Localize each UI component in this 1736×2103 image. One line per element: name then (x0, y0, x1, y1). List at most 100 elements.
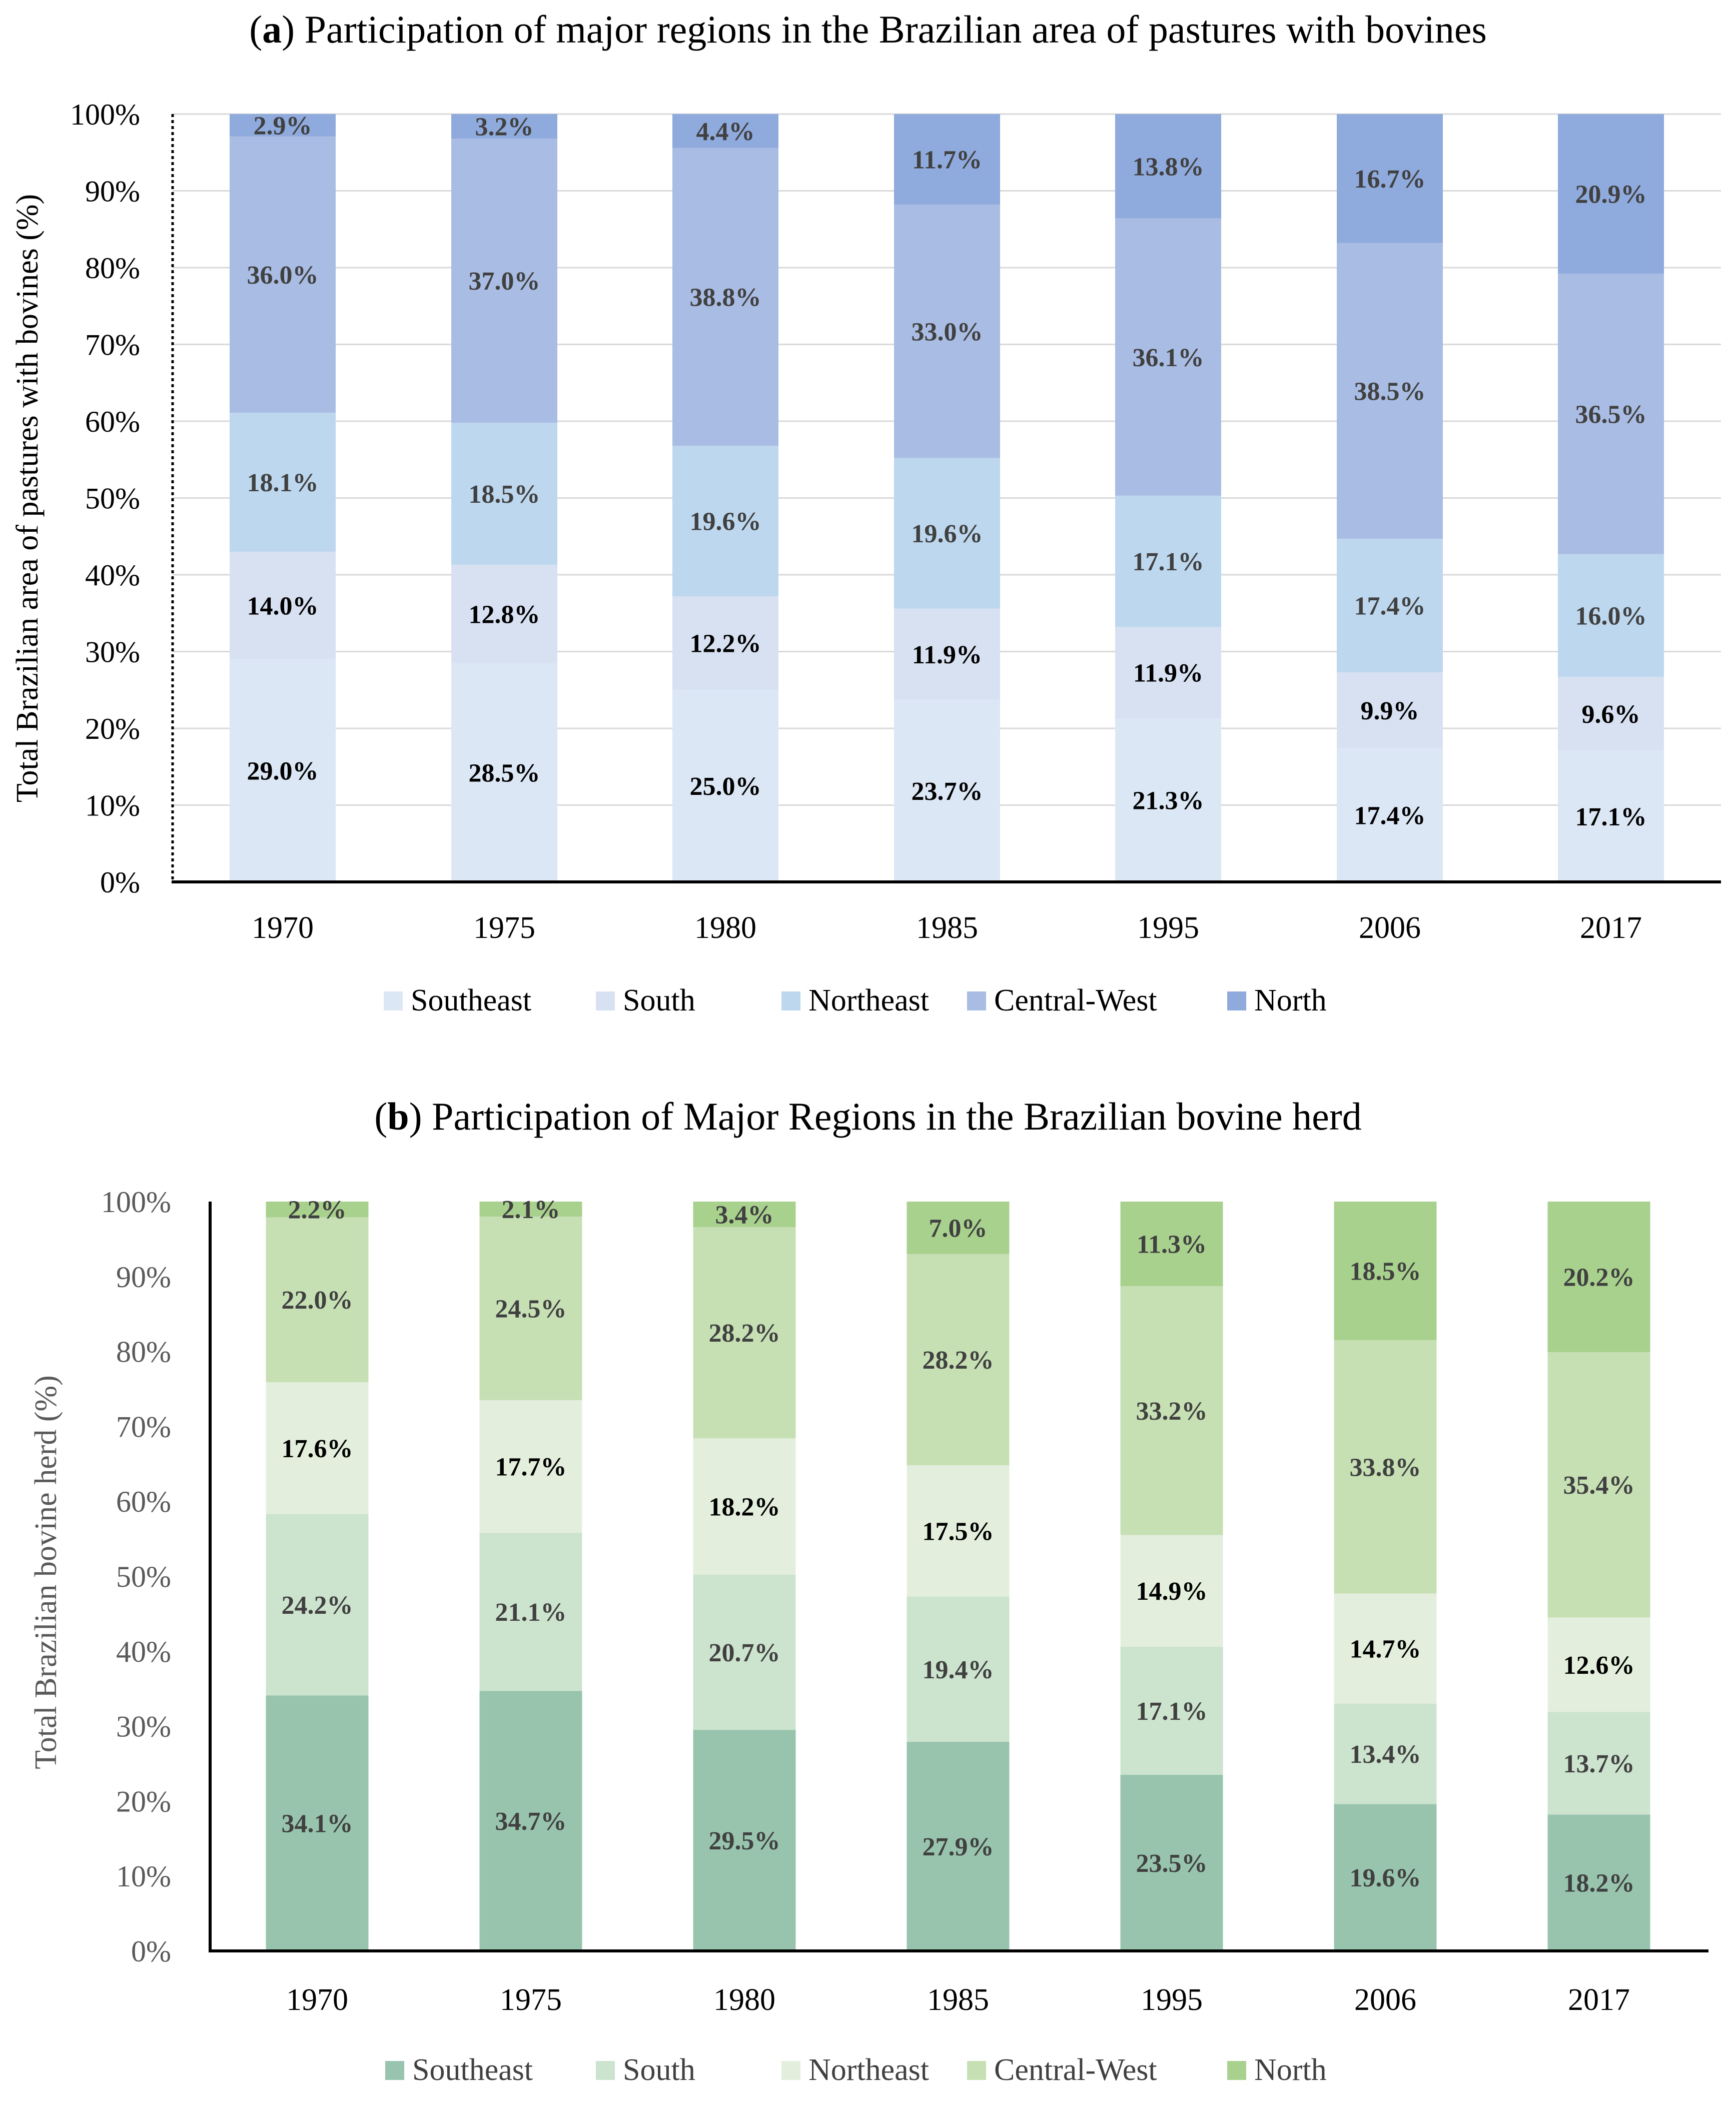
chart-b-bar-north-1980 (693, 1202, 796, 1227)
chart-b-x-tick-label: 1970 (286, 1983, 348, 2017)
chart-b-data-label-south-1995: 17.1% (1136, 1697, 1208, 1726)
chart-b-data-label-south-1970: 24.2% (282, 1591, 353, 1620)
chart-b-data-label-northeast-2017: 12.6% (1563, 1651, 1635, 1680)
chart-a-data-label-northeast-1975: 18.5% (469, 480, 540, 509)
chart-a-bar-central-west-1975 (451, 139, 557, 423)
chart-a-bar-south-1970 (230, 551, 336, 659)
chart-b-legend-swatch-northeast (781, 2061, 800, 2080)
chart-b-bar-north-2006 (1334, 1202, 1437, 1341)
chart-a-data-label-northeast-1970: 18.1% (247, 469, 319, 497)
chart-b-y-tick-label: 90% (116, 1261, 171, 1294)
chart-a-data-label-southeast-1970: 29.0% (247, 757, 319, 785)
chart-a-bar-southeast-1975 (451, 663, 557, 882)
chart-a-data-label-northeast-2006: 17.4% (1354, 592, 1426, 620)
chart-a-bar-northeast-1975 (451, 423, 557, 565)
chart-a-bar-south-1980 (672, 596, 778, 690)
chart-a-y-tick-label: 40% (85, 559, 140, 592)
chart-a-data-label-south-1970: 14.0% (247, 592, 319, 620)
chart-a-data-label-southeast-1980: 25.0% (690, 772, 761, 801)
chart-a-legend-swatch-central-west (967, 991, 986, 1010)
chart-b-data-label-northeast-1995: 14.9% (1136, 1577, 1208, 1606)
chart-b-bar-south-2006 (1334, 1703, 1437, 1804)
chart-b-y-tick-label: 60% (116, 1485, 171, 1518)
chart-a-data-label-north-2017: 20.9% (1575, 181, 1647, 209)
chart-a-bar-southeast-1995 (1115, 718, 1221, 882)
chart-b-bar-northeast-2017 (1547, 1617, 1650, 1712)
chart-a-y-tick-label: 50% (85, 482, 140, 515)
chart-a-data-label-southeast-1985: 23.7% (912, 777, 983, 806)
chart-a-bar-south-2017 (1558, 677, 1664, 751)
chart-b-bar-south-1970 (266, 1514, 369, 1696)
chart-a-legend-swatch-southeast (384, 991, 403, 1010)
chart-a-data-label-north-1985: 11.7% (912, 146, 982, 175)
chart-a-y-tick-label: 80% (85, 252, 140, 285)
chart-a-bar-central-west-1970 (230, 136, 336, 413)
chart-a-data-label-northeast-1980: 19.6% (690, 508, 761, 536)
chart-b-bar-south-1975 (479, 1533, 582, 1691)
chart-a-bar-south-2006 (1337, 672, 1443, 748)
chart-b-data-label-north-2006: 18.5% (1350, 1258, 1421, 1286)
chart-b-data-label-central-west-1980: 28.2% (709, 1319, 780, 1348)
chart-b-bar-northeast-2006 (1334, 1593, 1437, 1704)
chart-b-data-label-central-west-2006: 33.8% (1350, 1453, 1421, 1482)
chart-a-data-label-south-1995: 11.9% (1133, 659, 1203, 688)
chart-b-y-tick-label: 100% (101, 1186, 171, 1219)
chart-a-bar-northeast-1980 (672, 446, 778, 596)
chart-b-legend-label-northeast: Northeast (808, 2053, 929, 2087)
chart-b-x-tick-label: 2017 (1568, 1983, 1630, 2017)
chart-b-legend-swatch-southeast (385, 2061, 404, 2080)
chart-a-legend-swatch-south (596, 991, 615, 1010)
chart-a-data-label-southeast-1975: 28.5% (469, 759, 540, 787)
chart-a-data-label-south-1985: 11.9% (912, 641, 982, 669)
chart-b-data-label-southeast-1975: 34.7% (495, 1807, 567, 1836)
chart-a-data-label-north-1975: 3.2% (475, 113, 534, 142)
chart-b-bar-north-1975 (479, 1202, 582, 1217)
chart-b-bar-central-west-1985 (907, 1254, 1010, 1466)
chart-a-bar-northeast-2006 (1337, 538, 1443, 672)
chart-b-bar-northeast-1985 (907, 1465, 1010, 1597)
chart-a-legend-label-southeast: Southeast (411, 983, 531, 1017)
chart-b-data-label-southeast-2006: 19.6% (1350, 1864, 1421, 1892)
chart-a-data-label-central-west-1975: 37.0% (469, 267, 540, 296)
chart-a-bar-north-1980 (672, 114, 778, 148)
chart-b-x-tick-label: 1985 (927, 1983, 989, 2017)
chart-b-y-tick-label: 70% (116, 1410, 171, 1443)
chart-a-bar-northeast-1970 (230, 413, 336, 552)
chart-b-data-label-central-west-1985: 28.2% (923, 1346, 994, 1375)
chart-b-x-tick-label: 2006 (1354, 1983, 1416, 2017)
chart-a-bar-southeast-1980 (672, 690, 778, 882)
chart-b-title: (b) Participation of Major Regions in th… (374, 1095, 1361, 1138)
chart-b-legend-swatch-south (596, 2061, 615, 2080)
chart-b-bar-southeast-1970 (266, 1695, 369, 1951)
chart-b-data-label-central-west-1975: 24.5% (495, 1295, 567, 1323)
chart-b-legend-label-north: North (1254, 2053, 1327, 2087)
chart-b-x-tick-label: 1980 (713, 1983, 775, 2017)
chart-a-data-label-north-1995: 13.8% (1133, 153, 1204, 181)
chart-a-pastures: (a) Participation of major regions in th… (11, 8, 1721, 1017)
chart-a-data-label-southeast-2017: 17.1% (1575, 803, 1647, 831)
chart-a-x-tick-label: 1985 (916, 911, 978, 945)
chart-b-data-label-south-1975: 21.1% (495, 1598, 567, 1627)
chart-b-bar-southeast-1975 (479, 1691, 582, 1951)
chart-b-data-label-south-2017: 13.7% (1563, 1750, 1635, 1778)
chart-a-data-label-south-1980: 12.2% (690, 630, 761, 658)
chart-b-bar-south-1995 (1120, 1646, 1223, 1775)
chart-a-data-label-central-west-1980: 38.8% (690, 283, 761, 312)
chart-a-data-label-northeast-1985: 19.6% (912, 520, 983, 548)
chart-b-data-label-south-2006: 13.4% (1350, 1740, 1421, 1769)
chart-b-bar-southeast-1980 (693, 1730, 796, 1951)
chart-b-data-label-southeast-1985: 27.9% (923, 1833, 994, 1861)
chart-a-y-tick-label: 30% (85, 636, 140, 669)
chart-a-bar-north-1970 (230, 114, 336, 137)
chart-b-data-label-north-1980: 3.4% (715, 1201, 774, 1229)
chart-b-bar-north-1985 (907, 1202, 1010, 1254)
chart-b-bar-south-2017 (1547, 1712, 1650, 1815)
chart-a-x-tick-label: 1975 (473, 911, 535, 945)
chart-b-x-tick-label: 1975 (500, 1983, 562, 2017)
chart-a-legend-label-central-west: Central-West (994, 983, 1157, 1017)
chart-b-data-label-northeast-2006: 14.7% (1350, 1635, 1421, 1664)
chart-a-bar-south-1975 (451, 565, 557, 663)
chart-b-data-label-northeast-1975: 17.7% (495, 1453, 567, 1482)
chart-b-bar-north-1970 (266, 1202, 369, 1218)
chart-b-herd: (b) Participation of Major Regions in th… (29, 1095, 1708, 2087)
